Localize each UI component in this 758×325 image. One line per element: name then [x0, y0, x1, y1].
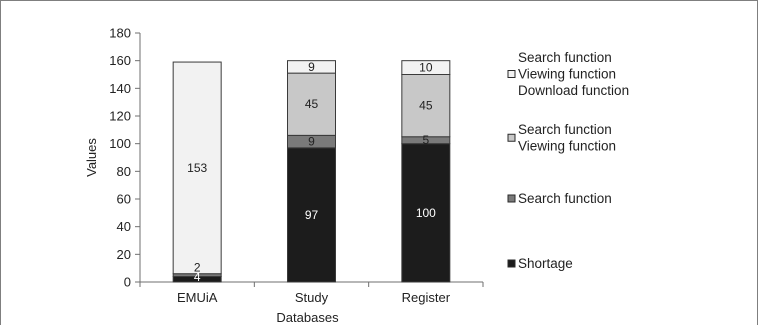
segment-label: 10: [419, 61, 433, 75]
legend-swatch: [507, 70, 516, 78]
y-tick-label: 140: [109, 81, 131, 96]
segment-label: 5: [422, 133, 429, 147]
y-tick-label: 80: [117, 164, 131, 179]
legend-entry-label: Search function: [518, 50, 612, 65]
x-axis-label: Databases: [276, 310, 339, 325]
legend-swatch: [507, 133, 516, 142]
bar-segment: [287, 60, 336, 74]
bar-segment: [287, 147, 336, 283]
x-tick-label: Study: [295, 290, 329, 305]
x-tick-label: Register: [402, 290, 451, 305]
y-tick-label: 20: [117, 247, 131, 262]
axes: 0 20 40 60 80 100 120 140 160 180 EMUiA Study Regist…: [109, 26, 484, 305]
bars: [172, 60, 451, 283]
segment-label: 9: [308, 60, 315, 74]
legend-entry-label: Shortage: [518, 256, 573, 271]
legend-entry-label: Download function: [518, 83, 629, 98]
bar-segment: [172, 61, 222, 275]
x-tick-label: EMUiA: [177, 290, 218, 305]
legend-entry-label: Search function: [518, 122, 612, 137]
y-tick-label: 100: [109, 136, 131, 151]
y-tick-label: 160: [109, 53, 131, 68]
segment-label: 97: [305, 208, 319, 222]
segment-labels: 42 153 97 9 45 9 100 5 45 10: [187, 60, 436, 284]
y-axis-label: Values: [84, 138, 99, 177]
y-tick-label: 40: [117, 219, 131, 234]
segment-label: 2: [194, 261, 201, 275]
segment-label: 153: [187, 161, 207, 175]
legend-entry-label: Search function: [518, 191, 612, 206]
y-tick-label: 0: [124, 275, 131, 290]
segment-label: 45: [419, 99, 433, 113]
segment-label: 100: [416, 206, 436, 220]
bar-segment: [401, 60, 451, 76]
bar-segment: [401, 74, 451, 138]
segment-label: 9: [308, 135, 315, 149]
legend-swatch: [507, 259, 516, 268]
y-tick-label: 60: [117, 192, 131, 207]
legend-entry-label: Viewing function: [518, 67, 616, 82]
y-tick-label: 180: [109, 26, 131, 41]
segment-label: 4: [194, 270, 201, 284]
segment-label: 45: [305, 97, 319, 111]
y-tick-label: 120: [109, 109, 131, 124]
legend-entry-label: Viewing function: [518, 139, 616, 154]
bar-segment: [401, 143, 451, 283]
legend-swatch: [507, 194, 516, 203]
